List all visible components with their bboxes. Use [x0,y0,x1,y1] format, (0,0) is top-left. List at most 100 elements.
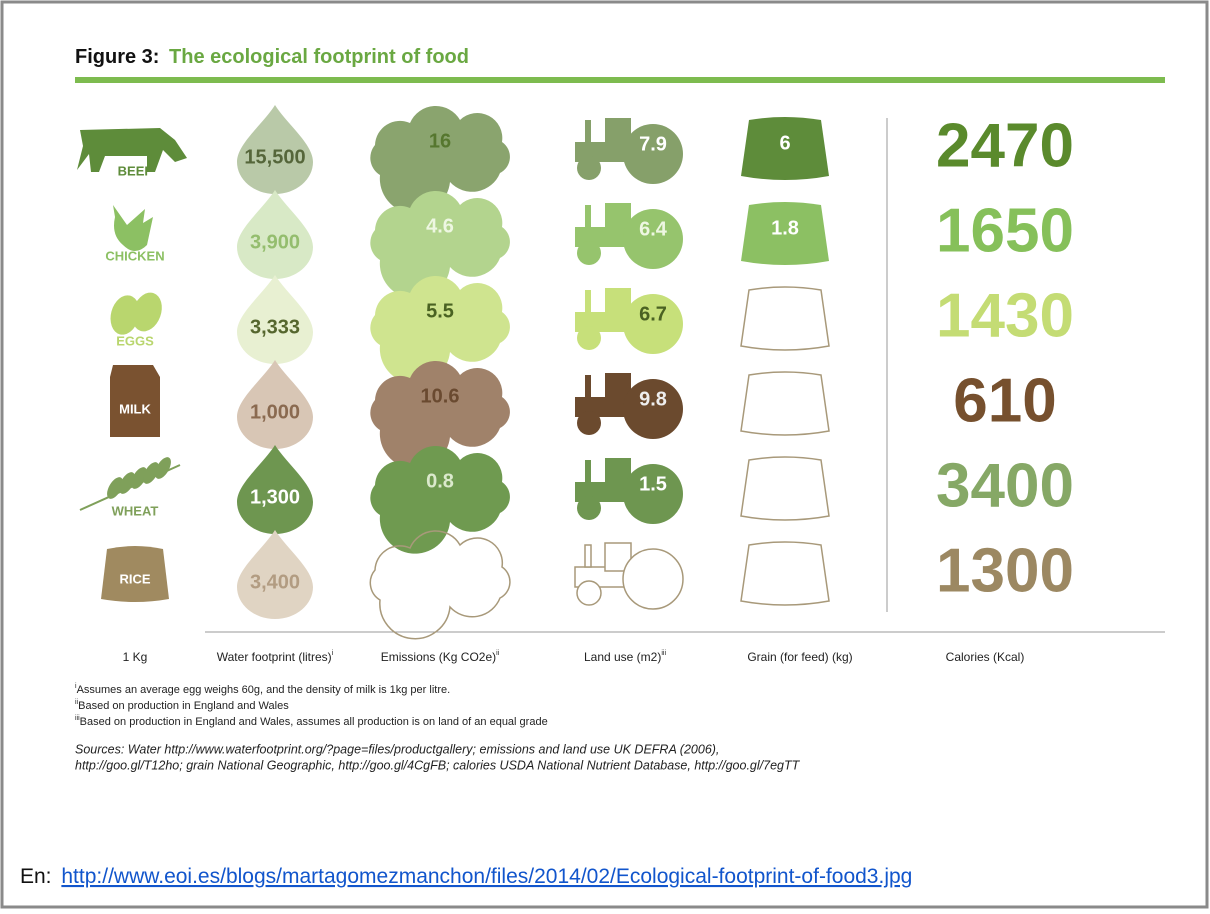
grain-bag [740,541,830,606]
grain-value: 1.8 [771,217,799,239]
source-link-line: En: http://www.eoi.es/blogs/martagomezma… [20,865,912,888]
land-value: 1.5 [639,473,667,495]
water-value: 3,900 [250,231,300,253]
egg [110,295,140,335]
emissions-value: 10.6 [421,385,460,407]
column-label: 1 Kg [123,650,148,664]
emissions-cloud [370,445,510,554]
food-label: RICE [119,571,150,586]
tractor-exhaust [584,544,592,568]
emissions-cloud [370,105,510,214]
figure-title: Figure 3: The ecological footprint of fo… [75,46,469,68]
wheat-grain [107,477,123,499]
wheat-grain [143,462,159,484]
water-value: 3,400 [250,571,300,593]
emissions-cloud [370,190,510,299]
tractor-big-wheel [623,124,683,184]
grain-bag [741,202,829,265]
sources: Sources: Water http://www.waterfootprint… [75,742,719,756]
tractor-exhaust [585,120,591,142]
title-rule [75,77,1165,83]
emissions-value: 5.5 [426,300,454,322]
grain-value: 6 [779,132,790,154]
grain-bag [740,371,830,436]
footnote-text: Assumes an average egg weighs 60g, and t… [77,684,451,696]
column-note: i [332,650,334,657]
water-drop [237,530,313,619]
title: The ecological footprint of food [169,46,469,68]
column-header: Water footprint (litres)i [217,650,334,664]
tractor [575,373,683,439]
column-label: Water footprint (litres) [217,650,332,664]
sources: http://goo.gl/T12ho; grain National Geog… [75,758,801,772]
column-header: Calories (Kcal) [946,650,1025,664]
column-label: Calories (Kcal) [946,650,1025,664]
grain-bag [741,117,829,180]
link[interactable]: http://www.eoi.es/blogs/martagomezmancho… [61,865,912,888]
food-label: BEEF [118,163,153,178]
emissions-value: 4.6 [426,215,454,237]
cow [77,128,187,172]
column-header: Grain (for feed) (kg) [747,650,852,664]
footnote-text: Based on production in England and Wales [78,700,289,712]
tractor-big-wheel [622,548,684,610]
tractor-small-wheel [576,580,602,606]
tractor [574,542,684,610]
tractor-big-wheel [623,464,683,524]
food-label: MILK [119,401,151,416]
tractor-exhaust [585,205,591,227]
land-value: 6.4 [639,218,668,240]
tractor-big-wheel [623,209,683,269]
calories-value: 1300 [936,536,1074,605]
calories-value: 1430 [936,281,1074,350]
food-icon [113,205,153,251]
wheat-grain [131,467,147,489]
figure-number: Figure 3: [75,46,159,68]
wheat-grain [155,457,171,479]
water-drop [237,275,313,364]
emissions-value: 16 [429,130,451,152]
column-label: Land use (m2) [584,650,661,664]
calories-value: 3400 [936,451,1074,520]
calories-value: 610 [953,366,1056,435]
emissions-cloud [369,530,511,640]
calories-value: 1650 [936,196,1074,265]
water-value: 1,000 [250,401,300,423]
land-value: 7.9 [639,133,667,155]
tractor-big-wheel [623,294,683,354]
water-value: 15,500 [244,146,305,168]
food-label: WHEAT [112,503,159,518]
tractor-small-wheel [577,496,601,520]
egg [132,292,162,332]
footnote-mark: ii [75,699,79,706]
footnote-mark: i [75,683,77,690]
wheat-grain [119,472,135,494]
footnote: iiiBased on production in England and Wa… [75,715,548,728]
column-header: 1 Kg [123,650,148,664]
grain-bag [740,286,830,351]
food-icon [110,365,160,437]
water-value: 1,300 [250,486,300,508]
tractor [575,118,683,184]
food-icon [79,457,181,511]
land-value: 9.8 [639,388,667,410]
tractor-exhaust [585,290,591,312]
emissions-cloud [370,275,510,384]
calories-value: 2470 [936,111,1074,180]
footnote-mark: iii [75,715,80,722]
chicken [113,205,153,251]
column-header: Land use (m2)iii [584,650,666,664]
water-drop [237,190,313,279]
tractor-exhaust [585,460,591,482]
rice-bag [101,546,169,602]
link-prefix: En: [20,865,52,888]
food-label: EGGS [116,333,154,348]
footnote-text: Based on production in England and Wales… [80,716,548,728]
tractor-exhaust [585,375,591,397]
tractor-big-wheel [623,379,683,439]
column-note: ii [496,650,500,657]
food-icon [110,292,162,335]
tractor [575,288,683,354]
